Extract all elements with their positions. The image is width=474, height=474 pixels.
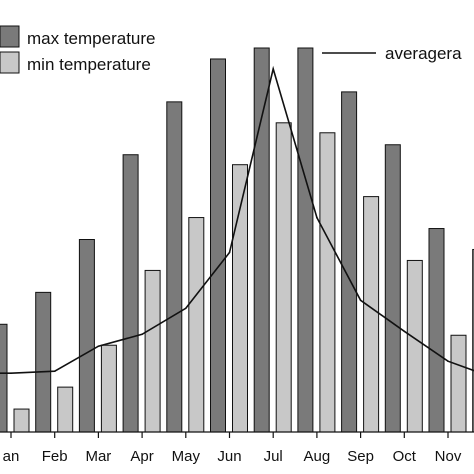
bar-min-jan [13,408,30,433]
bar-max-jan [0,323,8,433]
average-line-layer [0,65,474,375]
average-point-nov [447,360,449,363]
x-tick-label-jun: Jun [217,448,241,465]
bar-min-apr [144,269,161,433]
average-point-jan [10,372,12,375]
x-tick-label-oct: Oct [393,448,417,465]
bar-max-nov [428,228,445,433]
x-tick-label-nov: Nov [435,448,462,465]
bar-max-feb [35,291,52,433]
bar-max-may [166,101,183,433]
legend-label-max: max temperature [27,29,156,48]
bar-min-aug [319,132,336,433]
average-point-may [185,307,187,310]
bar-min-may [188,217,205,433]
bar-max-jun [210,58,226,433]
bar-max-aug [297,47,314,433]
bars-layer [0,47,474,433]
bar-max-oct [384,144,401,433]
legend: max temperature min temperature averager… [0,25,462,74]
x-tick-label-mar: Mar [85,448,111,465]
average-point-feb [53,370,56,373]
legend-swatch-max [0,25,20,48]
x-tick-label-sep: Sep [347,448,374,465]
x-tick-labels: anFebMarAprMayJunJulAugSepOctNovD [3,432,462,465]
legend-swatch-min [0,51,20,74]
x-tick-label-jul: Jul [264,448,283,465]
legend-label-average: averagera [385,44,462,63]
average-point-sep [359,299,362,302]
legend-label-min: min temperature [27,55,151,74]
bar-max-sep [341,91,358,433]
x-tick-label-apr: Apr [130,448,153,465]
bar-min-nov [450,334,467,433]
bar-max-apr [122,154,139,433]
x-tick-label-aug: Aug [304,448,331,465]
average-point-apr [141,333,143,336]
bar-min-oct [406,259,423,433]
bar-min-sep [363,196,380,433]
average-line [0,65,474,374]
bar-min-mar [100,344,117,433]
x-tick-label-jan: an [3,448,20,465]
average-point-jun [228,251,231,254]
average-point-oct [403,330,406,333]
bar-max-mar [78,239,95,433]
bar-max-jul [253,47,270,433]
average-point-mar [97,345,100,348]
average-point-jul [272,68,275,70]
bar-max-dec [472,248,474,433]
bar-min-jul [275,122,292,433]
average-point-aug [316,216,318,219]
x-tick-label-feb: Feb [42,448,68,465]
bar-min-jun [232,164,248,433]
bar-min-feb [57,386,74,433]
x-tick-label-may: May [172,448,201,465]
